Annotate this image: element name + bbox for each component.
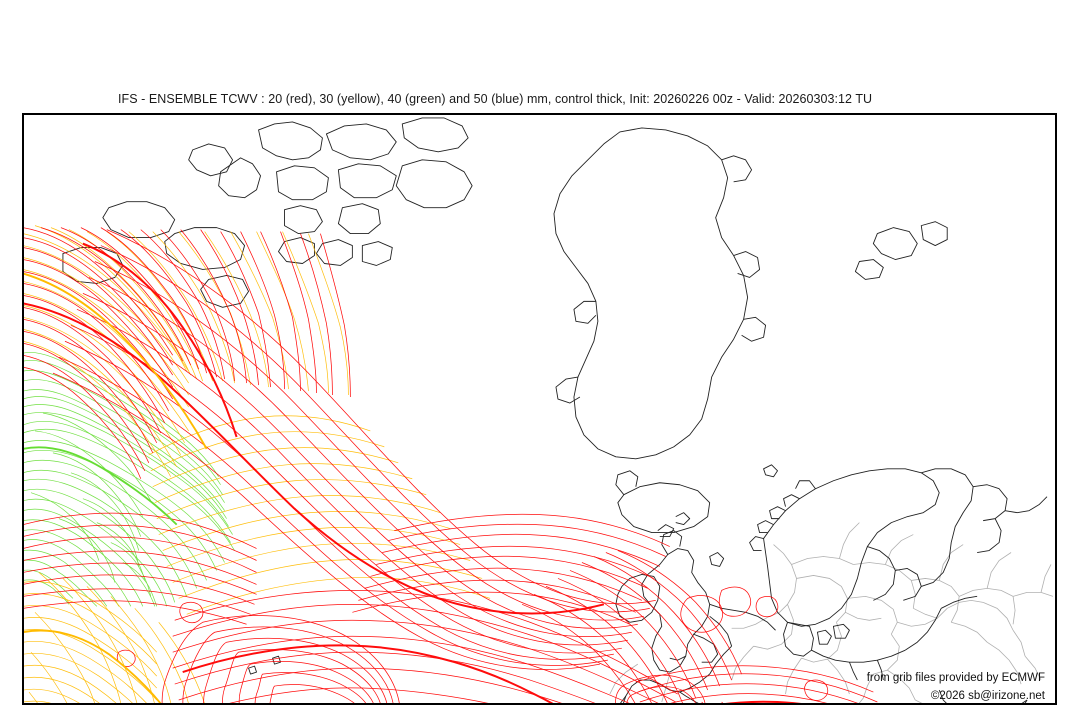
credit-copyright: ©2026 sb@irizone.net — [930, 690, 1045, 702]
country-borders-layer — [609, 522, 1054, 704]
map-frame-border — [23, 114, 1056, 704]
chart-title: IFS - ENSEMBLE TCWV : 20 (red), 30 (yell… — [118, 92, 873, 106]
map-plot-area — [22, 113, 1057, 705]
contour-yellow-30mm — [23, 225, 491, 704]
contour-green-40mm — [23, 352, 235, 607]
credit-source: from grib files provided by ECMWF — [866, 672, 1045, 684]
contour-red-20mm — [23, 227, 878, 704]
control-members-thick — [23, 272, 208, 704]
map-canvas — [23, 114, 1056, 704]
